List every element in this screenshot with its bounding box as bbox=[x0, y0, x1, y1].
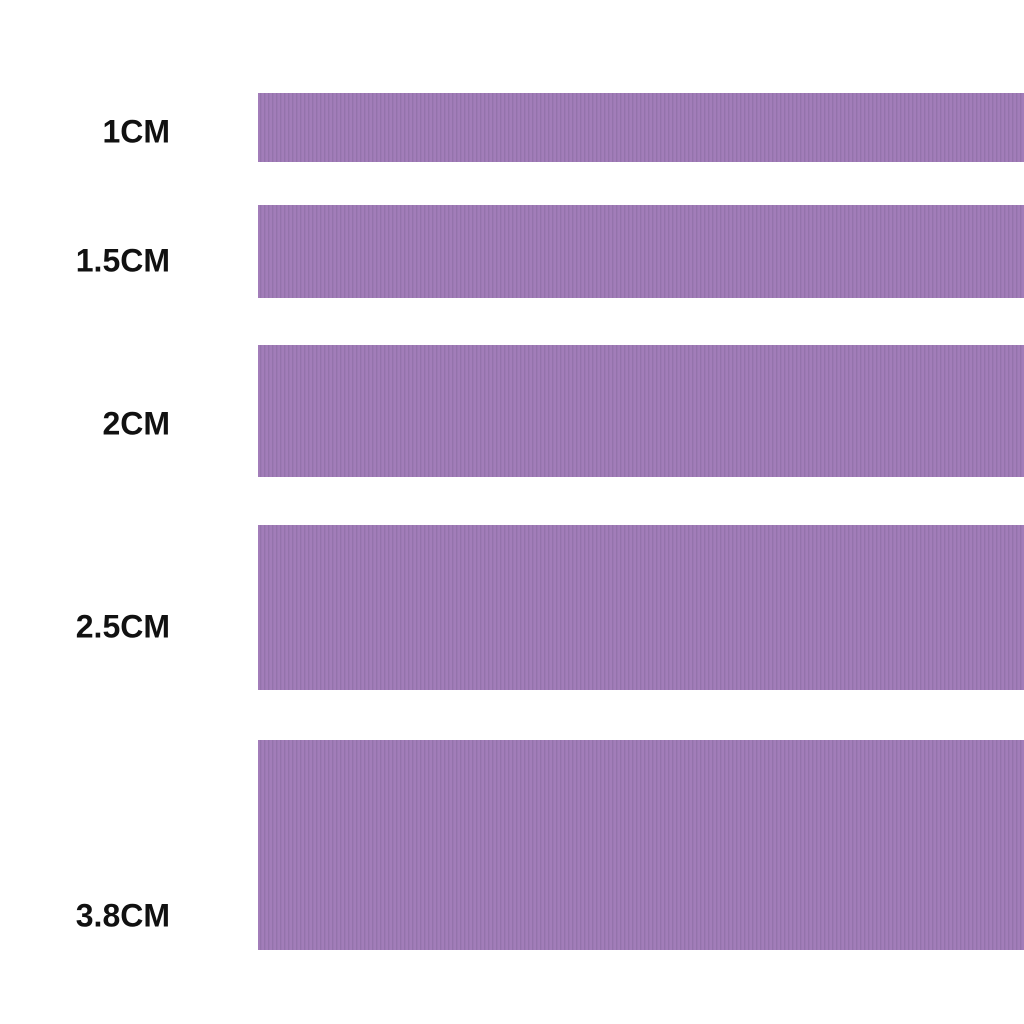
size-label: 2.5CM bbox=[76, 608, 170, 644]
ribbon bbox=[258, 345, 1024, 477]
ribbon bbox=[258, 740, 1024, 950]
ribbon bbox=[258, 205, 1024, 298]
size-label: 1.5CM bbox=[76, 242, 170, 278]
size-label: 3.8CM bbox=[76, 897, 170, 933]
ribbon bbox=[258, 525, 1024, 690]
size-label: 2CM bbox=[102, 405, 170, 441]
ribbon bbox=[258, 93, 1024, 162]
size-label: 1CM bbox=[102, 113, 170, 149]
